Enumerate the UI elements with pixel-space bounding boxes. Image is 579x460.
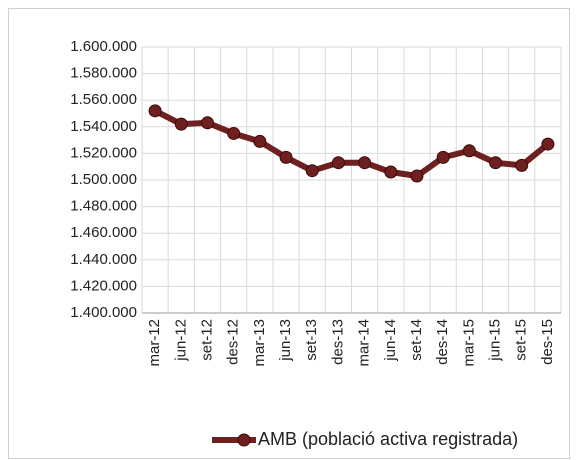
point bbox=[200, 116, 214, 130]
point bbox=[305, 164, 319, 178]
x-tick-label: jun-13 bbox=[277, 319, 294, 362]
point bbox=[384, 165, 398, 179]
legend-label: AMB (població activa registrada) bbox=[258, 429, 518, 449]
point bbox=[279, 150, 293, 164]
point bbox=[410, 169, 424, 183]
line bbox=[153, 108, 550, 180]
point bbox=[148, 104, 162, 118]
point bbox=[227, 126, 241, 140]
y-tick-label: 1.520.000 bbox=[70, 144, 137, 161]
point bbox=[174, 117, 188, 131]
x-tick-label: mar-12 bbox=[146, 319, 163, 367]
point bbox=[358, 156, 372, 170]
point bbox=[489, 156, 503, 170]
y-tick-label: 1.420.000 bbox=[70, 277, 137, 294]
point bbox=[462, 144, 476, 158]
y-tick-label: 1.540.000 bbox=[70, 118, 137, 135]
point bbox=[541, 137, 555, 151]
y-tick-label: 1.440.000 bbox=[70, 251, 137, 268]
x-tick-label: set-14 bbox=[408, 319, 425, 361]
legend-marker bbox=[237, 433, 251, 447]
y-tick-label: 1.600.000 bbox=[70, 38, 137, 55]
x-tick-label: jun-15 bbox=[487, 319, 504, 362]
x-tick-label: des-12 bbox=[225, 319, 242, 365]
point bbox=[436, 150, 450, 164]
x-tick-label: des-14 bbox=[434, 319, 451, 365]
y-tick-label: 1.480.000 bbox=[70, 198, 137, 215]
x-tick-label: mar-15 bbox=[460, 319, 477, 367]
point bbox=[331, 156, 345, 170]
x-tick-label: jun-12 bbox=[172, 319, 189, 362]
x-tick-label: des-15 bbox=[539, 319, 556, 365]
x-tick-label: mar-13 bbox=[251, 319, 268, 367]
x-tick-label: jun-14 bbox=[382, 319, 399, 362]
y-tick-label: 1.400.000 bbox=[70, 304, 137, 321]
y-tick-label: 1.460.000 bbox=[70, 224, 137, 241]
x-tick-label: set-12 bbox=[198, 319, 215, 361]
y-tick-label: 1.560.000 bbox=[70, 91, 137, 108]
x-tick-label: set-13 bbox=[303, 319, 320, 361]
point bbox=[253, 134, 267, 148]
x-tick-label: mar-14 bbox=[356, 319, 373, 367]
x-tick-label: set-15 bbox=[513, 319, 530, 361]
point bbox=[515, 158, 529, 172]
x-tick-label: des-13 bbox=[329, 319, 346, 365]
y-tick-label: 1.500.000 bbox=[70, 171, 137, 188]
y-tick-label: 1.580.000 bbox=[70, 65, 137, 82]
